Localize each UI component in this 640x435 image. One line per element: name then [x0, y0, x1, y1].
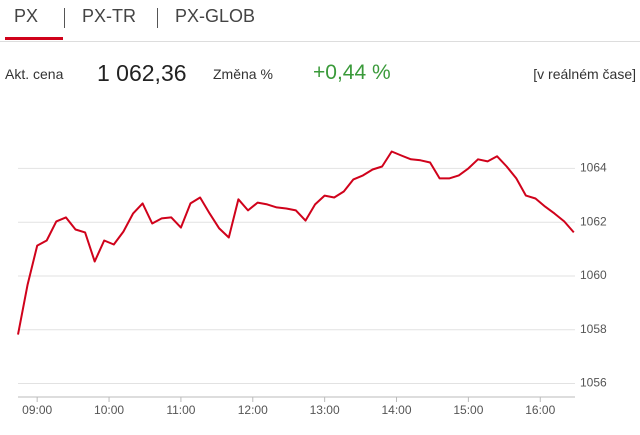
divider — [0, 41, 640, 42]
y-tick-label: 1056 — [580, 376, 607, 390]
tab-separator — [64, 8, 65, 28]
change: +0,44 % — [313, 61, 391, 84]
active-tab-underline — [5, 37, 63, 40]
tab-separator — [157, 8, 158, 28]
x-tick-label: 14:00 — [382, 403, 412, 417]
tab[interactable]: PX-GLOB — [175, 6, 256, 26]
y-tick-label: 1064 — [580, 161, 607, 175]
price: 1 062,36 — [97, 60, 187, 86]
change-label: Změna % — [213, 66, 273, 82]
x-tick-label: 09:00 — [22, 403, 52, 417]
price-label: Akt. cena — [5, 66, 64, 82]
y-tick-label: 1060 — [580, 268, 607, 282]
x-tick-label: 13:00 — [310, 403, 340, 417]
x-tick-label: 16:00 — [525, 403, 555, 417]
y-tick-label: 1062 — [580, 214, 607, 228]
x-tick-label: 11:00 — [166, 403, 195, 417]
y-tick-label: 1058 — [580, 322, 607, 336]
realtime-note: [v reálném čase] — [533, 66, 636, 82]
tab[interactable]: PX — [14, 6, 39, 26]
tab[interactable]: PX-TR — [82, 6, 136, 26]
x-tick-label: 10:00 — [94, 403, 124, 417]
x-tick-label: 15:00 — [453, 403, 483, 417]
x-tick-label: 12:00 — [238, 403, 268, 417]
price-line — [17, 150, 575, 335]
